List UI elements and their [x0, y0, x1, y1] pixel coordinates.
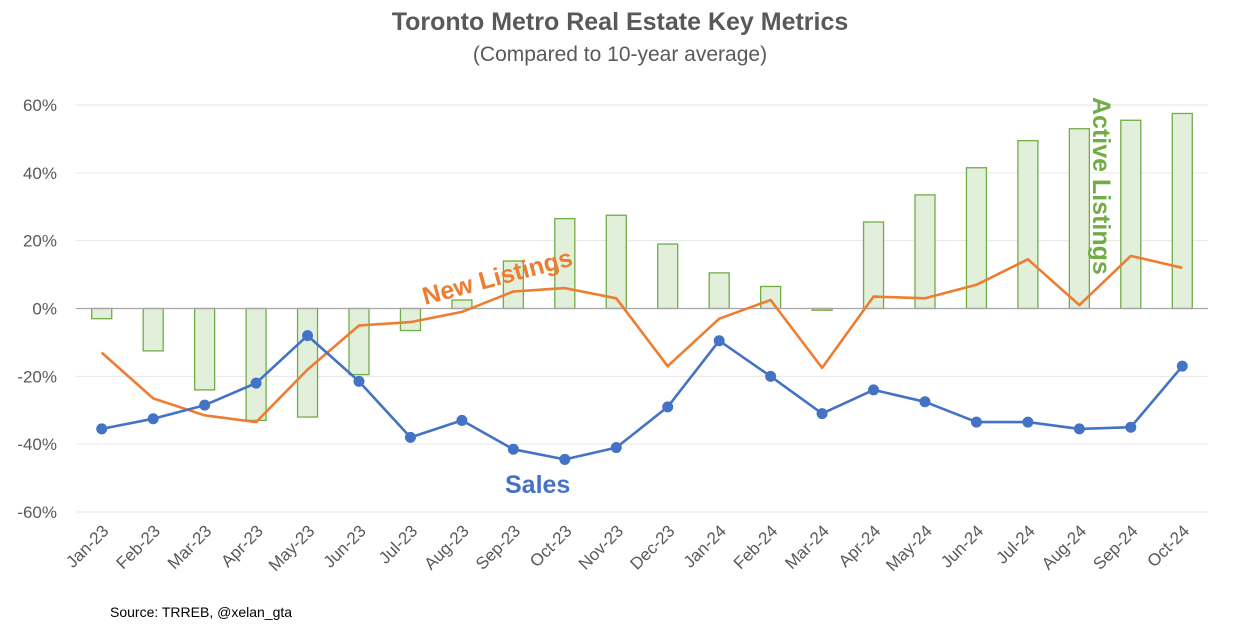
y-tick-label: -20%	[17, 367, 57, 386]
x-tick-label: Dec-23	[626, 521, 678, 573]
sales-point	[662, 401, 674, 413]
active-listings-bar	[1068, 128, 1091, 310]
y-tick-label: 40%	[23, 164, 57, 183]
x-tick-label: Jun-23	[320, 521, 370, 571]
sales-point	[765, 370, 777, 382]
x-tick-label: Jun-24	[937, 521, 987, 571]
sales-point	[250, 377, 262, 389]
active-listings-bar	[1120, 119, 1142, 310]
sales-point	[1176, 360, 1188, 372]
active-listings-bars	[91, 112, 1193, 422]
x-tick-label: Jan-23	[62, 521, 112, 571]
source-note: Source: TRREB, @xelan_gta	[110, 604, 293, 620]
active-listings-bar	[348, 307, 370, 376]
sales-point	[970, 416, 982, 428]
x-tick-label: Mar-24	[781, 521, 833, 573]
sales-point	[404, 431, 416, 443]
y-axis-ticks: 60% 40% 20% 0% -20% -40% -60%	[17, 96, 57, 522]
new-listings-line	[100, 254, 1183, 424]
x-tick-label: May-24	[882, 521, 936, 575]
x-tick-label: Aug-23	[421, 521, 473, 573]
x-tick-label: Sep-23	[472, 521, 524, 573]
sales-point	[1022, 416, 1034, 428]
sales-point	[199, 399, 211, 411]
sales-point	[816, 408, 828, 420]
y-tick-label: -40%	[17, 435, 57, 454]
chart-title: Toronto Metro Real Estate Key Metrics	[391, 8, 849, 36]
y-tick-label: 20%	[23, 232, 57, 251]
active-listings-label: Active Listings	[1087, 97, 1115, 275]
active-listings-bar	[193, 307, 216, 391]
sales-point	[302, 330, 314, 342]
active-listings-bar	[759, 285, 782, 310]
sales-point	[919, 396, 931, 408]
x-tick-label: Oct-23	[526, 521, 576, 571]
x-tick-label: May-23	[265, 521, 319, 575]
y-tick-label: 60%	[23, 96, 57, 115]
sales-point	[96, 423, 108, 435]
sales-point	[868, 384, 880, 396]
sales-point	[353, 375, 365, 387]
sales-point	[713, 335, 725, 347]
x-tick-label: Nov-23	[575, 521, 627, 573]
active-listings-bar	[657, 243, 679, 310]
sales-point	[456, 414, 468, 426]
sales-point	[610, 442, 622, 454]
y-tick-label: 0%	[32, 300, 57, 319]
x-tick-label: Jan-24	[680, 521, 730, 571]
sales-point	[1125, 421, 1137, 433]
x-tick-label: Jul-23	[375, 521, 421, 567]
active-listings-bar	[708, 272, 730, 310]
active-listings-bar	[605, 214, 627, 310]
sales-point	[559, 453, 571, 465]
x-tick-label: Apr-23	[217, 521, 267, 571]
sales-line	[101, 334, 1184, 461]
sales-point	[507, 443, 519, 455]
active-listings-bar	[914, 194, 936, 310]
x-tick-label: Mar-23	[164, 521, 216, 573]
sales-point	[1073, 423, 1085, 435]
x-tick-label: Feb-23	[112, 521, 164, 573]
chart-subtitle: (Compared to 10-year average)	[472, 43, 768, 66]
active-listings-bar	[1017, 139, 1039, 310]
x-tick-label: Oct-24	[1144, 521, 1194, 571]
active-listings-bar	[91, 307, 113, 320]
x-tick-label: Feb-24	[730, 521, 782, 573]
x-tick-label: Sep-24	[1089, 521, 1141, 573]
active-listings-bar	[1171, 112, 1193, 310]
series-lines	[96, 254, 1188, 465]
active-listings-bar	[245, 307, 267, 422]
y-tick-label: -60%	[17, 503, 57, 522]
x-tick-label: Jul-24	[993, 521, 1039, 567]
active-listings-bar	[142, 307, 164, 352]
sales-point	[147, 413, 159, 425]
x-tick-label: Aug-24	[1038, 521, 1090, 573]
x-tick-label: Apr-24	[835, 521, 885, 571]
sales-label: Sales	[505, 471, 570, 499]
new-listings-label: New Listings	[419, 244, 575, 311]
